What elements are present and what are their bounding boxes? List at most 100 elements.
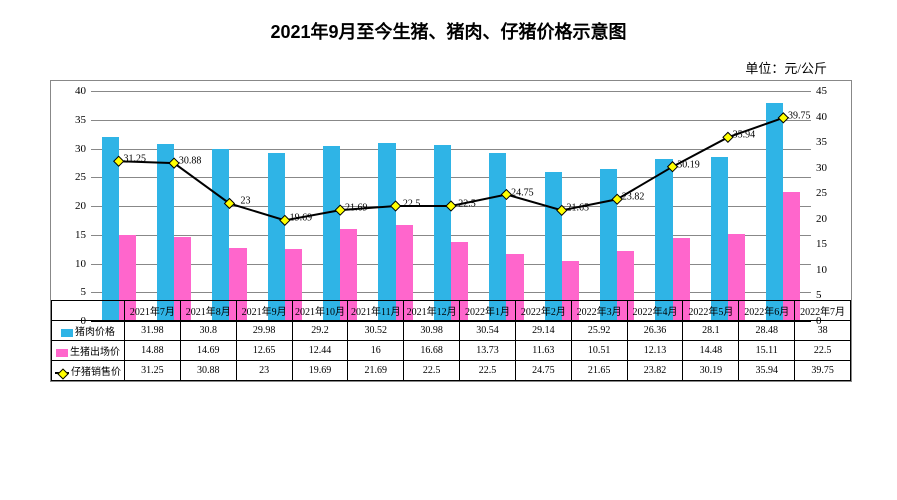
data-cell: 28.48 bbox=[739, 321, 795, 341]
data-cell: 12.44 bbox=[292, 341, 348, 361]
data-cell: 14.48 bbox=[683, 341, 739, 361]
data-cell: 30.52 bbox=[348, 321, 404, 341]
data-cell: 30.88 bbox=[180, 361, 236, 381]
category-header: 2021年8月 bbox=[180, 301, 236, 321]
data-cell: 14.88 bbox=[125, 341, 181, 361]
point-label: 21.65 bbox=[567, 203, 590, 214]
legend-swatch bbox=[55, 372, 69, 374]
category-header: 2022年7月 bbox=[795, 301, 851, 321]
legend-cell-pork_price: 猪肉价格 bbox=[52, 321, 125, 341]
chart-container: 051015202530354005101520253035404531.253… bbox=[50, 80, 852, 382]
data-cell: 28.1 bbox=[683, 321, 739, 341]
data-cell: 21.65 bbox=[571, 361, 627, 381]
ytick-left: 10 bbox=[61, 258, 86, 270]
point-label: 31.25 bbox=[123, 154, 146, 165]
category-header: 2021年7月 bbox=[125, 301, 181, 321]
data-cell: 16.68 bbox=[404, 341, 460, 361]
data-cell: 23.82 bbox=[627, 361, 683, 381]
ytick-left: 15 bbox=[61, 229, 86, 241]
data-cell: 31.25 bbox=[125, 361, 181, 381]
category-header: 2022年4月 bbox=[627, 301, 683, 321]
data-cell: 22.5 bbox=[795, 341, 851, 361]
table-row: 仔猪销售价31.2530.882319.6921.6922.522.524.75… bbox=[52, 361, 851, 381]
data-cell: 26.36 bbox=[627, 321, 683, 341]
point-label: 30.19 bbox=[677, 159, 700, 170]
table-row: 生猪出场价 14.8814.6912.6512.441616.6813.7311.… bbox=[52, 341, 851, 361]
point-label: 39.75 bbox=[788, 110, 811, 121]
point-label: 22.5 bbox=[403, 199, 421, 210]
chart-title: 2021年9月至今生猪、猪肉、仔猪价格示意图 bbox=[0, 0, 897, 44]
category-header: 2021年12月 bbox=[404, 301, 460, 321]
legend-cell-piglet_price: 仔猪销售价 bbox=[52, 361, 125, 381]
data-cell: 30.8 bbox=[180, 321, 236, 341]
ytick-right: 40 bbox=[816, 111, 841, 123]
category-header: 2021年9月 bbox=[236, 301, 292, 321]
data-cell: 23 bbox=[236, 361, 292, 381]
unit-label: 单位：元/公斤 bbox=[745, 58, 827, 77]
ytick-right: 35 bbox=[816, 136, 841, 148]
data-cell: 25.92 bbox=[571, 321, 627, 341]
category-header: 2021年10月 bbox=[292, 301, 348, 321]
category-header: 2022年3月 bbox=[571, 301, 627, 321]
ytick-left: 5 bbox=[61, 286, 86, 298]
data-cell: 16 bbox=[348, 341, 404, 361]
ytick-left: 40 bbox=[61, 85, 86, 97]
table-corner bbox=[52, 301, 125, 321]
category-header: 2022年5月 bbox=[683, 301, 739, 321]
table-header-row: 2021年7月2021年8月2021年9月2021年10月2021年11月202… bbox=[52, 301, 851, 321]
category-header: 2021年11月 bbox=[348, 301, 404, 321]
data-cell: 22.5 bbox=[404, 361, 460, 381]
point-label: 24.75 bbox=[511, 187, 534, 198]
legend-label: 猪肉价格 bbox=[75, 327, 115, 338]
legend-swatch bbox=[56, 349, 68, 357]
ytick-right: 30 bbox=[816, 162, 841, 174]
data-cell: 29.14 bbox=[515, 321, 571, 341]
point-label: 30.88 bbox=[179, 156, 202, 167]
data-cell: 38 bbox=[795, 321, 851, 341]
data-cell: 30.54 bbox=[460, 321, 516, 341]
data-cell: 12.65 bbox=[236, 341, 292, 361]
legend-swatch bbox=[61, 329, 73, 337]
data-cell: 35.94 bbox=[739, 361, 795, 381]
point-label: 19.69 bbox=[290, 213, 313, 224]
ytick-left: 20 bbox=[61, 200, 86, 212]
ytick-right: 15 bbox=[816, 238, 841, 250]
plot-area: 051015202530354005101520253035404531.253… bbox=[91, 91, 811, 322]
data-cell: 30.98 bbox=[404, 321, 460, 341]
ytick-right: 10 bbox=[816, 264, 841, 276]
data-cell: 15.11 bbox=[739, 341, 795, 361]
data-cell: 39.75 bbox=[795, 361, 851, 381]
data-cell: 22.5 bbox=[460, 361, 516, 381]
data-table: 2021年7月2021年8月2021年9月2021年10月2021年11月202… bbox=[51, 300, 851, 381]
data-cell: 19.69 bbox=[292, 361, 348, 381]
category-header: 2022年2月 bbox=[515, 301, 571, 321]
data-cell: 29.2 bbox=[292, 321, 348, 341]
category-header: 2022年6月 bbox=[739, 301, 795, 321]
point-label: 23.82 bbox=[622, 192, 645, 203]
line-piglet_price bbox=[91, 91, 811, 321]
point-label: 23 bbox=[240, 196, 250, 207]
ytick-left: 25 bbox=[61, 171, 86, 183]
category-header: 2022年1月 bbox=[460, 301, 516, 321]
legend-cell-hog_price: 生猪出场价 bbox=[52, 341, 125, 361]
data-cell: 11.63 bbox=[515, 341, 571, 361]
ytick-right: 25 bbox=[816, 187, 841, 199]
ytick-left: 35 bbox=[61, 114, 86, 126]
table-row: 猪肉价格31.9830.829.9829.230.5230.9830.5429.… bbox=[52, 321, 851, 341]
ytick-right: 20 bbox=[816, 213, 841, 225]
data-cell: 29.98 bbox=[236, 321, 292, 341]
data-cell: 13.73 bbox=[460, 341, 516, 361]
data-cell: 24.75 bbox=[515, 361, 571, 381]
point-label: 35.94 bbox=[733, 130, 756, 141]
data-cell: 12.13 bbox=[627, 341, 683, 361]
data-cell: 30.19 bbox=[683, 361, 739, 381]
ytick-right: 45 bbox=[816, 85, 841, 97]
data-cell: 10.51 bbox=[571, 341, 627, 361]
ytick-left: 30 bbox=[61, 143, 86, 155]
data-cell: 14.69 bbox=[180, 341, 236, 361]
point-label: 22.5 bbox=[458, 199, 476, 210]
legend-label: 仔猪销售价 bbox=[71, 367, 121, 378]
legend-label: 生猪出场价 bbox=[70, 347, 120, 358]
data-cell: 21.69 bbox=[348, 361, 404, 381]
point-label: 21.69 bbox=[345, 203, 368, 214]
